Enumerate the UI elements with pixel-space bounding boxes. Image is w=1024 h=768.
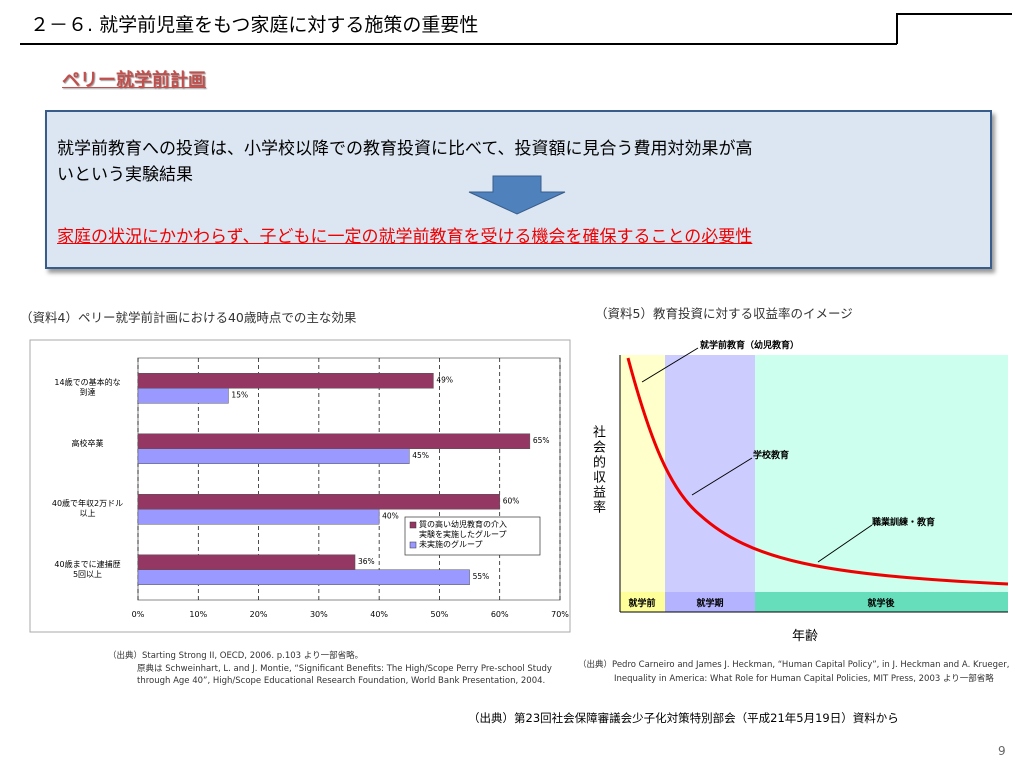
phase-label: 就学後 bbox=[867, 597, 895, 609]
legend-label: 質の高い幼児教育の介入 実験を実施したグループ bbox=[419, 520, 507, 539]
value-label: 40% bbox=[382, 511, 399, 520]
y-tick-label: 40歳までに逮捕歴 5回以上 bbox=[54, 559, 121, 579]
source-note: Inequality in America: What Role for Hum… bbox=[614, 674, 994, 684]
figure-title: （資料5）教育投資に対する収益率のイメージ bbox=[595, 306, 853, 321]
bar bbox=[137, 509, 380, 525]
chart-title: （資料4）ペリー就学前計画における40歳時点での主な効果 bbox=[20, 310, 357, 325]
summary-box: 就学前教育への投資は、小学校以降での教育投資に比べて、投資額に見合う費用対効果が… bbox=[45, 110, 992, 269]
annotation: 就学前教育（幼児教育） bbox=[700, 339, 799, 351]
phase-label: 就学前 bbox=[628, 597, 655, 609]
page-number: 9 bbox=[998, 744, 1006, 758]
box-line: 就学前教育への投資は、小学校以降での教育投資に比べて、投資額に見合う費用対効果が… bbox=[57, 139, 753, 159]
x-tick-label: 40% bbox=[370, 610, 388, 619]
bar bbox=[137, 433, 531, 449]
legend-swatch bbox=[409, 541, 417, 549]
source-note: through Age 40”, High/Scope Educational … bbox=[137, 676, 546, 686]
bar bbox=[137, 373, 434, 389]
bar bbox=[137, 388, 229, 404]
legend-label: 未実施のグループ bbox=[419, 540, 483, 549]
y-axis-label: 社会的収益率 bbox=[590, 425, 605, 515]
y-tick-label: 40歳で年収2万ドル 以上 bbox=[51, 499, 124, 519]
bar-chart: 0% 10% 20% 30% 40% 50% 60% 70% 49% 15% 65% 45% 60% 40… bbox=[29, 339, 571, 633]
x-axis-label: 年齢 bbox=[792, 629, 819, 644]
title-rule bbox=[20, 13, 1012, 45]
box-line: いという実験結果 bbox=[57, 165, 193, 185]
x-tick-label: 10% bbox=[189, 610, 207, 619]
phase-label: 就学期 bbox=[696, 597, 723, 609]
value-label: 55% bbox=[473, 572, 490, 581]
value-label: 36% bbox=[358, 557, 375, 566]
x-tick-label: 70% bbox=[551, 610, 569, 619]
annotation: 職業訓練・教育 bbox=[872, 516, 935, 528]
source-note: （出典）Starting Strong II, OECD, 2006. p.10… bbox=[108, 651, 364, 661]
value-label: 60% bbox=[503, 496, 520, 505]
slide-title: ２－６. 就学前児童をもつ家庭に対する施策の重要性 bbox=[30, 14, 479, 36]
x-tick-label: 0% bbox=[132, 610, 145, 619]
bar bbox=[137, 554, 356, 570]
footer-source: （出典）第23回社会保障審議会少子化対策特別部会（平成21年5月19日）資料から bbox=[468, 711, 899, 725]
value-label: 65% bbox=[533, 436, 550, 445]
source-note: 原典は Schweinhart, L. and J. Montie, “Sign… bbox=[137, 664, 552, 674]
down-arrow bbox=[468, 175, 566, 215]
conclusion: 家庭の状況にかかわらず、子どもに一定の就学前教育を受ける機会を確保することの必要… bbox=[57, 227, 753, 247]
y-tick-label: 高校卒業 bbox=[71, 438, 104, 448]
legend-swatch bbox=[409, 521, 417, 529]
bar bbox=[137, 494, 500, 510]
bar bbox=[137, 569, 470, 585]
bar bbox=[137, 448, 410, 464]
value-label: 45% bbox=[412, 451, 429, 460]
source-note: （出典）Pedro Carneiro and James J. Heckman,… bbox=[578, 660, 1010, 670]
legend bbox=[404, 516, 541, 556]
x-tick-label: 50% bbox=[431, 610, 449, 619]
x-tick-label: 20% bbox=[250, 610, 268, 619]
value-label: 49% bbox=[436, 375, 453, 384]
return-figure: 就学前教育（幼児教育） 学校教育 職業訓練・教育 就学前 就学期 就学後 bbox=[619, 339, 1009, 613]
x-tick-label: 60% bbox=[491, 610, 509, 619]
subtitle: ペリー就学前計画 bbox=[62, 70, 206, 91]
x-tick-label: 30% bbox=[310, 610, 328, 619]
annotation: 学校教育 bbox=[753, 449, 789, 461]
value-label: 15% bbox=[231, 390, 248, 399]
y-tick-label: 14歳での基本的な 到達 bbox=[54, 378, 121, 398]
